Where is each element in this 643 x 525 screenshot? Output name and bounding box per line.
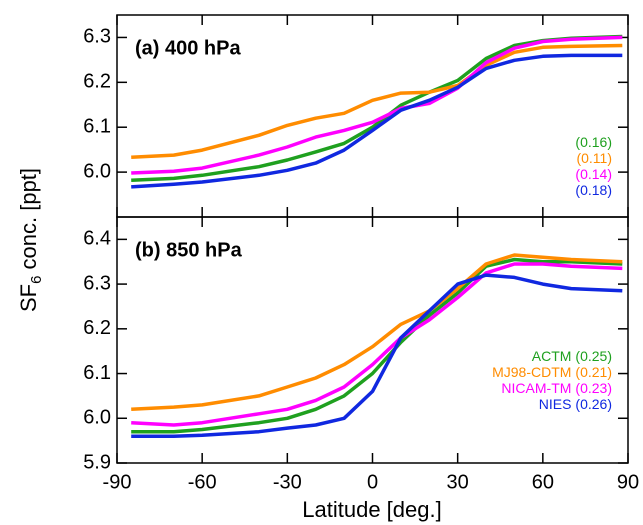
legend-entry: (0.16) bbox=[575, 134, 612, 150]
y-tick-label: 6.2 bbox=[83, 71, 111, 93]
series-line bbox=[131, 35, 623, 175]
legend-entry: NICAM-TM (0.23) bbox=[501, 380, 612, 396]
x-tick-label: -30 bbox=[273, 471, 302, 493]
legend-name: ACTM bbox=[532, 348, 572, 364]
y-axis-label: SF6 conc. [ppt] bbox=[16, 168, 45, 312]
series-line bbox=[131, 273, 623, 438]
legend-name: MJ98-CDTM bbox=[492, 364, 571, 380]
legend-entry: (0.14) bbox=[575, 166, 612, 182]
legend-entry: (0.11) bbox=[576, 150, 612, 166]
legend-name: NICAM-TM bbox=[501, 380, 571, 396]
x-tick-label: -90 bbox=[103, 471, 132, 493]
series-line bbox=[131, 43, 623, 160]
y-label-main: SF bbox=[16, 284, 41, 312]
x-tick-label: -60 bbox=[188, 471, 217, 493]
panel-title: (a) 400 hPa bbox=[135, 37, 241, 59]
series-line bbox=[131, 257, 623, 434]
panel-title: (b) 850 hPa bbox=[135, 239, 243, 261]
legend-name: NIES bbox=[539, 396, 572, 412]
legend-score: (0.21) bbox=[575, 364, 612, 380]
legend-score: (0.25) bbox=[575, 348, 612, 364]
x-tick-label: 60 bbox=[532, 471, 554, 493]
legend-score: (0.14) bbox=[575, 166, 612, 182]
legend-score: (0.23) bbox=[575, 380, 612, 396]
y-tick-label: 6.0 bbox=[83, 407, 111, 429]
y-tick-label: 6.4 bbox=[83, 228, 111, 250]
y-tick-label: 6.1 bbox=[83, 116, 111, 138]
y-tick-label: 6.3 bbox=[83, 26, 111, 48]
y-tick-label: 6.1 bbox=[83, 362, 111, 384]
x-tick-label: 30 bbox=[447, 471, 469, 493]
legend-entry: NIES (0.26) bbox=[539, 396, 612, 412]
series-line bbox=[131, 262, 623, 427]
legend-entry: ACTM (0.25) bbox=[532, 348, 612, 364]
y-tick-label: 6.2 bbox=[83, 317, 111, 339]
y-tick-label: 6.3 bbox=[83, 272, 111, 294]
legend-entry: MJ98-CDTM (0.21) bbox=[492, 364, 612, 380]
legend-score: (0.18) bbox=[575, 182, 612, 198]
y-tick-label: 5.9 bbox=[83, 451, 111, 473]
legend-score: (0.26) bbox=[575, 396, 612, 412]
legend-entry: (0.18) bbox=[575, 182, 612, 198]
series-line bbox=[131, 253, 623, 412]
series-line bbox=[131, 53, 623, 189]
legend-score: (0.11) bbox=[576, 150, 612, 166]
x-tick-label: 0 bbox=[367, 471, 378, 493]
y-label-sub: 6 bbox=[28, 276, 45, 284]
x-axis-label: Latitude [deg.] bbox=[302, 497, 441, 522]
y-label-rest: conc. [ppt] bbox=[16, 168, 41, 276]
legend-score: (0.16) bbox=[575, 134, 612, 150]
y-tick-label: 6.0 bbox=[83, 160, 111, 182]
x-tick-label: 90 bbox=[617, 471, 639, 493]
